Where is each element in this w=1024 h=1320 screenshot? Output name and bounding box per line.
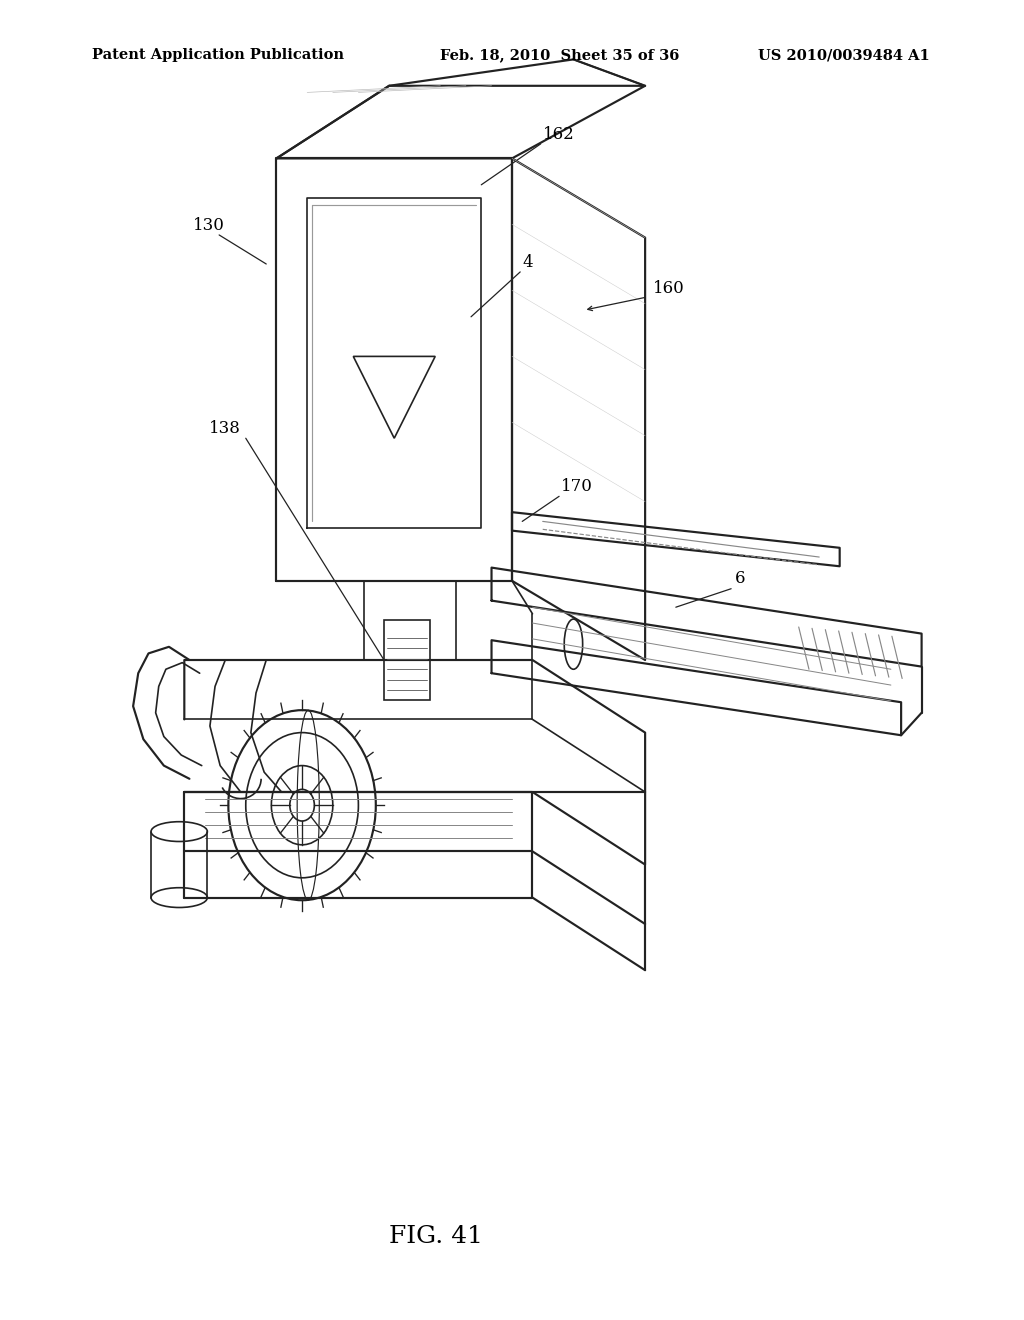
Text: Feb. 18, 2010  Sheet 35 of 36: Feb. 18, 2010 Sheet 35 of 36 <box>440 49 680 62</box>
Text: Patent Application Publication: Patent Application Publication <box>92 49 344 62</box>
Text: 138: 138 <box>209 420 241 437</box>
Text: US 2010/0039484 A1: US 2010/0039484 A1 <box>758 49 930 62</box>
Text: 170: 170 <box>561 478 593 495</box>
Text: 6: 6 <box>735 570 745 587</box>
Text: FIG. 41: FIG. 41 <box>389 1225 483 1249</box>
Bar <box>384 620 430 700</box>
Text: 160: 160 <box>653 280 685 297</box>
Text: 4: 4 <box>522 253 532 271</box>
Text: 162: 162 <box>543 125 574 143</box>
Text: 130: 130 <box>193 216 224 234</box>
